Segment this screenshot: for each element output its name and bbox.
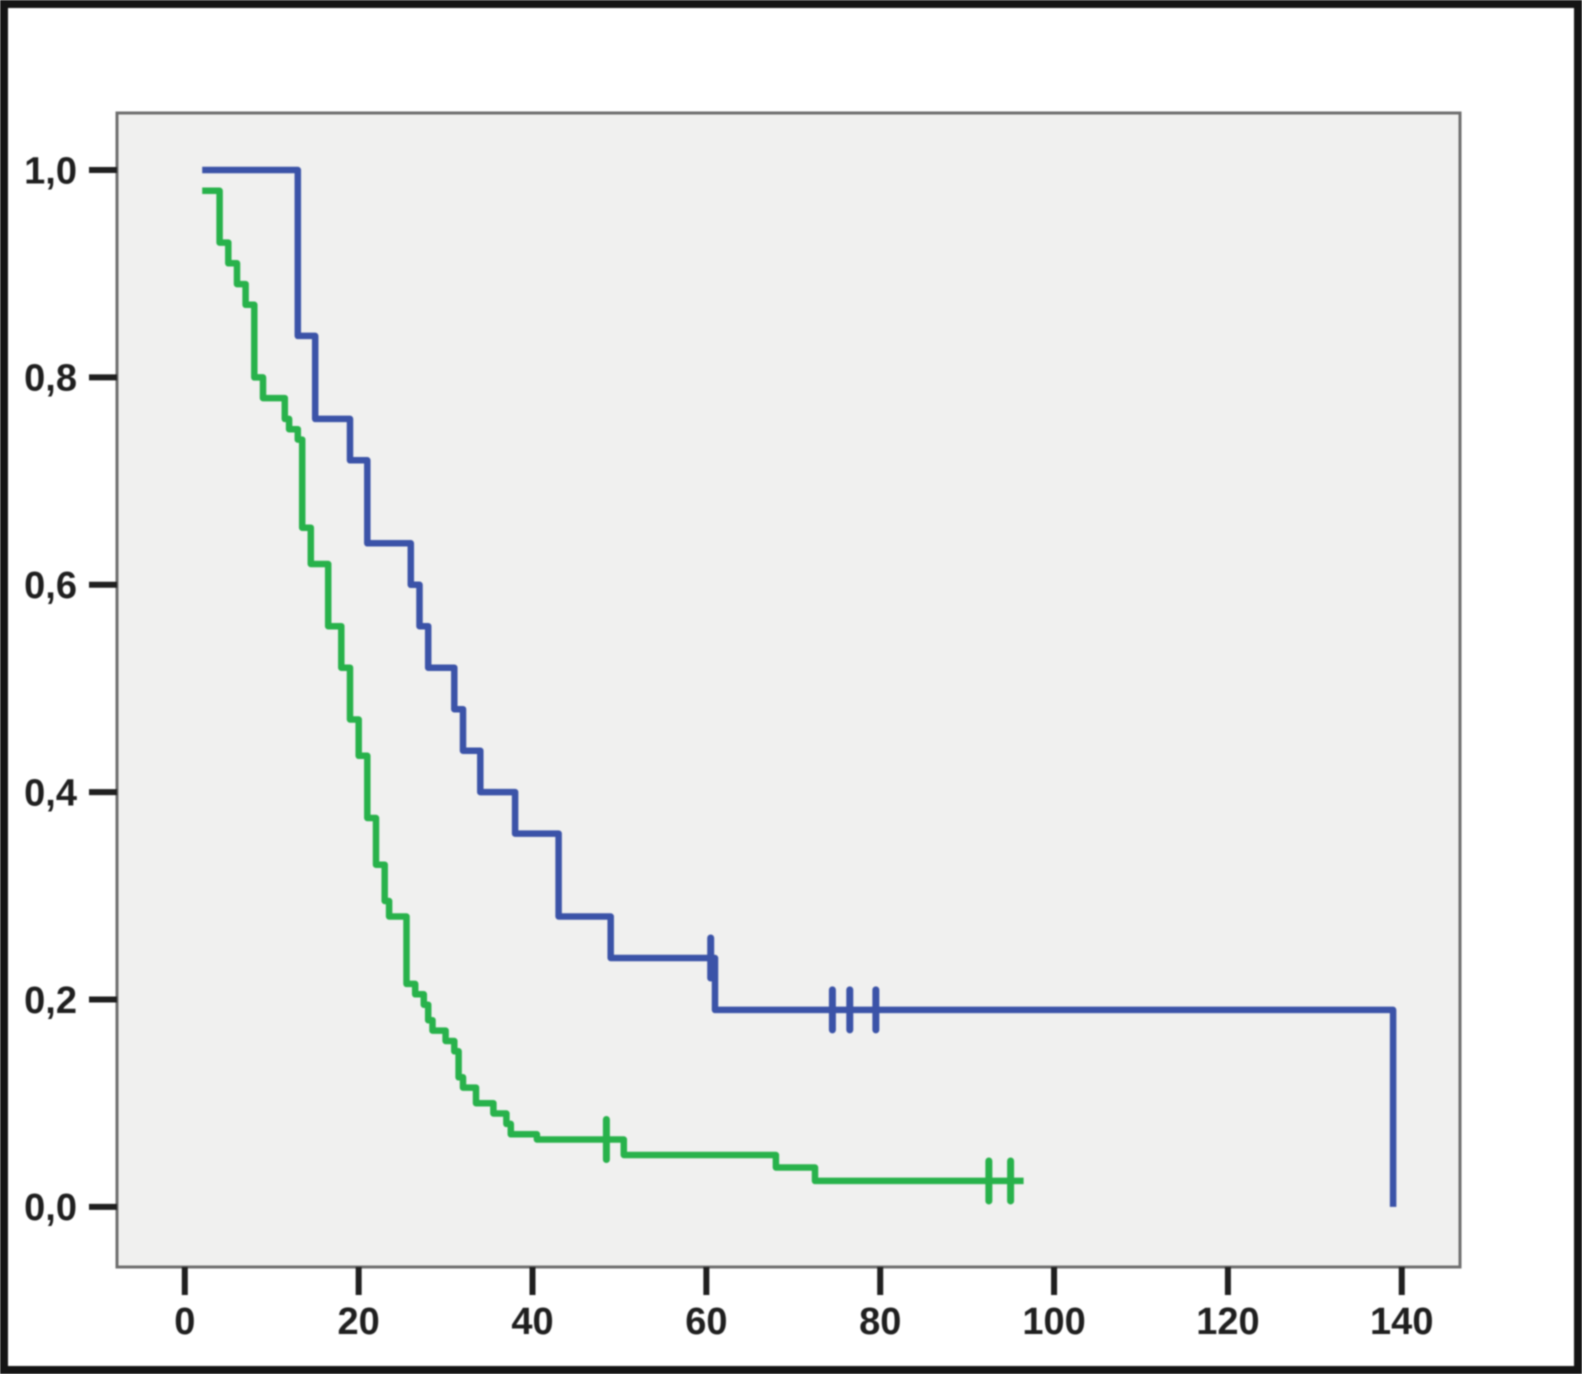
y-tick-label: 1,0 [24,150,77,192]
y-tick-label: 0,2 [24,980,77,1022]
y-tick-label: 0,6 [24,565,77,607]
y-tick-label: 0,8 [24,358,77,400]
censor-marks-green [602,1115,1015,1205]
plot-area-bg [115,111,1462,1269]
x-tick-label: 40 [511,1301,553,1343]
x-tick-label: 60 [685,1301,727,1343]
x-tick-label: 100 [1022,1301,1085,1343]
x-tick-label: 20 [338,1301,380,1343]
y-axis-ticks: 0,0 0,2 0,4 0,6 0,8 1,0 [24,150,117,1229]
survival-curve-green [202,187,1024,1185]
y-tick-label: 0,0 [24,1187,77,1229]
x-axis-ticks: 0 20 40 60 80 100 120 140 [174,1267,1433,1343]
survival-curve-blue [202,166,1397,1207]
censor-marks-blue [707,934,880,1034]
x-tick-label: 80 [859,1301,901,1343]
x-tick-label: 0 [174,1301,195,1343]
x-tick-label: 120 [1196,1301,1259,1343]
y-tick-label: 0,4 [24,772,77,814]
x-tick-label: 140 [1370,1301,1433,1343]
